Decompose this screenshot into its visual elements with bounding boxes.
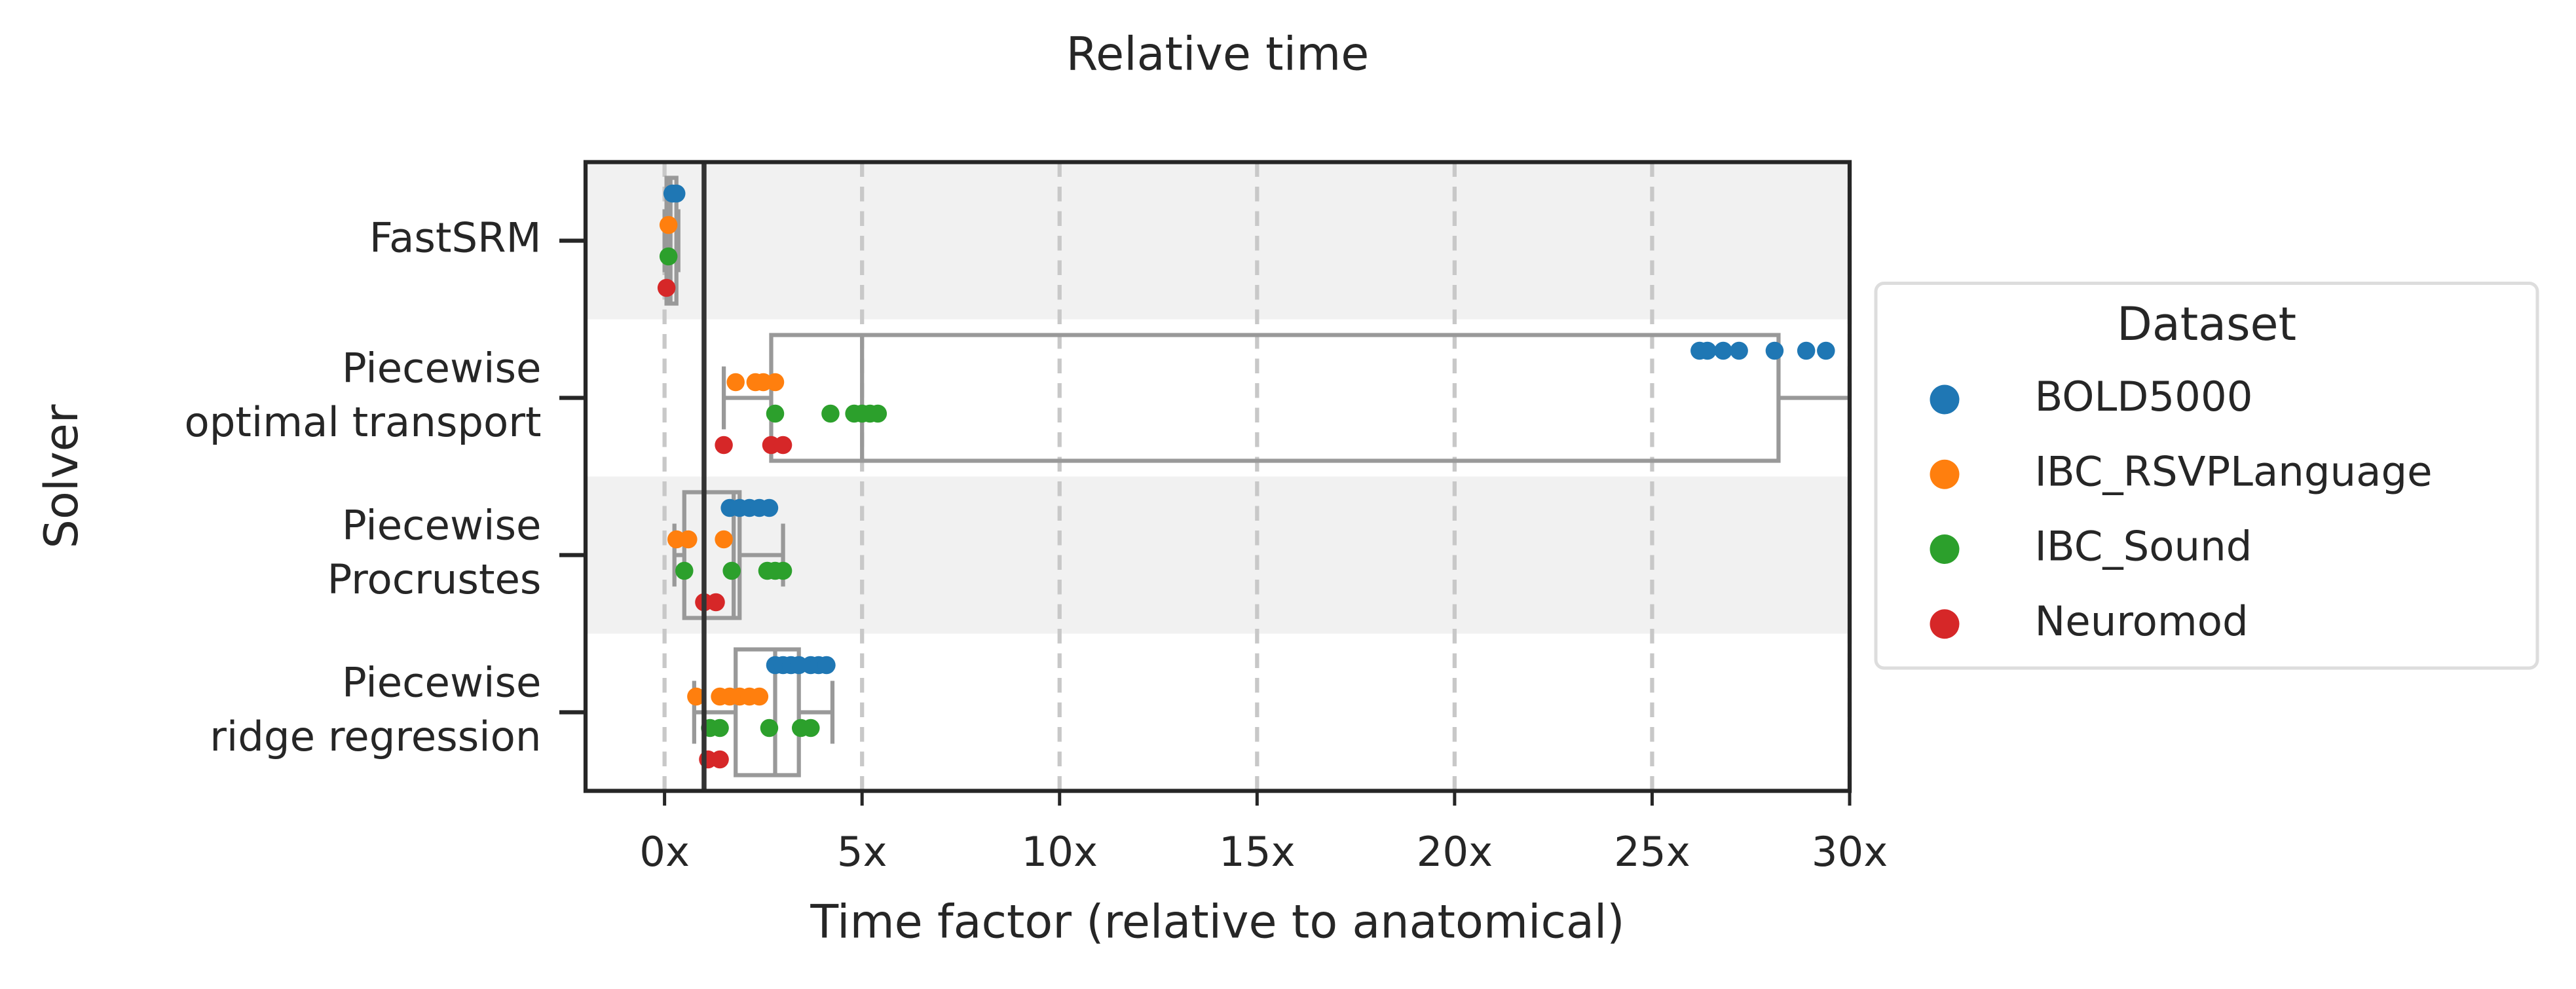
legend-title: Dataset	[2117, 297, 2296, 351]
point	[774, 436, 793, 455]
legend-frame	[1874, 282, 2539, 670]
x-axis-label: Time factor (relative to anatomical)	[810, 895, 1624, 949]
point	[821, 404, 840, 423]
point	[659, 215, 678, 234]
x-tick-label: 25x	[1614, 828, 1690, 876]
x-tick-label: 0x	[639, 828, 690, 876]
legend-marker	[1930, 609, 1960, 639]
y-tick-label: Piecewise optimal transport	[185, 344, 542, 446]
y-tick-label: Piecewise Procrustes	[327, 501, 542, 603]
box	[682, 490, 742, 620]
point	[868, 404, 887, 423]
point	[1765, 341, 1784, 360]
x-tick-label: 10x	[1021, 828, 1098, 876]
point	[802, 718, 820, 737]
point	[774, 561, 793, 580]
x-tick-label: 20x	[1417, 828, 1493, 876]
legend-label: IBC_RSVPLanguage	[2035, 447, 2433, 495]
y-tick-label: Piecewise ridge regression	[210, 658, 541, 760]
point	[760, 718, 779, 737]
point	[687, 687, 705, 706]
legend-marker	[1930, 459, 1960, 489]
chart-title: Relative time	[1066, 28, 1370, 81]
point	[817, 656, 836, 675]
point	[1797, 341, 1816, 360]
point	[1714, 341, 1732, 360]
plot-frame	[583, 160, 1852, 793]
legend-marker	[1930, 534, 1960, 564]
point	[659, 247, 678, 266]
point	[1817, 341, 1835, 360]
point	[715, 436, 733, 455]
x-tick-label: 5x	[837, 828, 887, 876]
point	[1730, 341, 1748, 360]
point	[657, 278, 676, 297]
point	[722, 561, 741, 580]
legend: Dataset BOLD5000 IBC_RSVPLanguage IBC_Soun…	[1874, 282, 2539, 670]
point	[766, 373, 785, 392]
legend-label: BOLD5000	[2035, 373, 2253, 420]
point	[760, 498, 779, 517]
box	[769, 333, 1781, 463]
point	[675, 561, 694, 580]
x-tick-label: 30x	[1812, 828, 1888, 876]
point	[707, 593, 725, 612]
point	[715, 530, 733, 549]
row-band	[586, 476, 1850, 634]
point	[711, 750, 729, 769]
y-tick-label: FastSRM	[369, 214, 542, 262]
point	[667, 184, 686, 203]
point	[766, 404, 785, 423]
point	[726, 373, 745, 392]
legend-marker	[1930, 384, 1960, 415]
y-axis-label: Solver	[35, 404, 88, 548]
x-tick-label: 15x	[1219, 828, 1296, 876]
row-band	[586, 162, 1850, 320]
point	[679, 530, 698, 549]
legend-label: IBC_Sound	[2035, 523, 2252, 570]
point	[1698, 341, 1717, 360]
box	[734, 647, 801, 777]
point	[750, 687, 769, 706]
legend-label: Neuromod	[2035, 597, 2249, 645]
point	[711, 718, 729, 737]
plot-area: 0x 5x 10x 15x 20x 25x 30x FastSRM Piecewise optim…	[185, 160, 1888, 876]
